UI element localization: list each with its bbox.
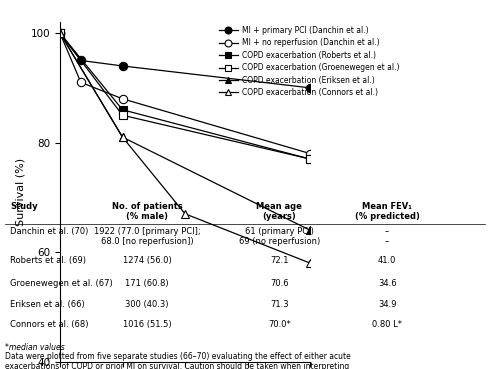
Text: –
–: – – [385, 227, 390, 246]
Text: 0.80 L*: 0.80 L* [372, 320, 402, 329]
Text: Connors et al. (68): Connors et al. (68) [10, 320, 88, 329]
MI + primary PCI (Danchin et al.) [307, 86, 313, 90]
MI + primary PCI (Danchin et al.) [78, 58, 84, 63]
Text: 1016 (51.5): 1016 (51.5) [123, 320, 172, 329]
COPD exacerbation (Connors et al.) [182, 211, 188, 216]
Line: COPD exacerbation (Roberts et al.): COPD exacerbation (Roberts et al.) [56, 29, 314, 163]
Text: Groenewegen et al. (67): Groenewegen et al. (67) [10, 279, 113, 288]
COPD exacerbation (Eriksen et al.) [120, 135, 126, 139]
Text: 34.6: 34.6 [378, 279, 396, 288]
Text: Mean FEV₁
(% predicted): Mean FEV₁ (% predicted) [355, 202, 420, 221]
COPD exacerbation (Roberts et al.) [120, 107, 126, 112]
COPD exacerbation (Eriksen et al.) [307, 228, 313, 232]
Line: COPD exacerbation (Connors et al.): COPD exacerbation (Connors et al.) [56, 29, 314, 267]
Text: Roberts et al. (69): Roberts et al. (69) [10, 256, 86, 265]
COPD exacerbation (Groenewegen et al.) [307, 157, 313, 161]
Text: 300 (40.3): 300 (40.3) [126, 300, 169, 308]
Text: 41.0: 41.0 [378, 256, 396, 265]
Text: 1922 (77.0 [primary PCI];
68.0 [no reperfusion]): 1922 (77.0 [primary PCI]; 68.0 [no reper… [94, 227, 200, 246]
Text: 171 (60.8): 171 (60.8) [126, 279, 169, 288]
Line: COPD exacerbation (Groenewegen et al.): COPD exacerbation (Groenewegen et al.) [56, 29, 314, 163]
Text: 71.3: 71.3 [270, 300, 288, 308]
COPD exacerbation (Roberts et al.) [307, 157, 313, 161]
MI + no reperfusion (Danchin et al.) [307, 151, 313, 156]
Text: *median values: *median values [5, 344, 65, 352]
Text: Eriksen et al. (66): Eriksen et al. (66) [10, 300, 85, 308]
COPD exacerbation (Connors et al.) [307, 261, 313, 265]
Line: MI + primary PCI (Danchin et al.): MI + primary PCI (Danchin et al.) [56, 29, 314, 92]
COPD exacerbation (Roberts et al.) [57, 31, 63, 35]
Legend: MI + primary PCI (Danchin et al.), MI + no reperfusion (Danchin et al.), COPD ex: MI + primary PCI (Danchin et al.), MI + … [219, 26, 399, 97]
Text: Danchin et al. (70): Danchin et al. (70) [10, 227, 88, 236]
Text: 61 (primary PCI)
69 (no reperfusion): 61 (primary PCI) 69 (no reperfusion) [239, 227, 320, 246]
Y-axis label: Survival (%): Survival (%) [15, 158, 25, 226]
Text: 1274 (56.0): 1274 (56.0) [122, 256, 172, 265]
COPD exacerbation (Connors et al.) [57, 31, 63, 35]
Text: 34.9: 34.9 [378, 300, 396, 308]
Line: MI + no reperfusion (Danchin et al.): MI + no reperfusion (Danchin et al.) [56, 29, 314, 158]
Text: 70.6: 70.6 [270, 279, 288, 288]
Text: Study: Study [10, 202, 38, 211]
COPD exacerbation (Groenewegen et al.) [57, 31, 63, 35]
Text: Data were plotted from five separate studies (66–70) evaluating the effect of ei: Data were plotted from five separate stu… [5, 352, 354, 369]
MI + no reperfusion (Danchin et al.) [78, 80, 84, 85]
Text: 70.0*: 70.0* [268, 320, 291, 329]
MI + primary PCI (Danchin et al.) [120, 64, 126, 68]
MI + primary PCI (Danchin et al.) [57, 31, 63, 35]
COPD exacerbation (Eriksen et al.) [57, 31, 63, 35]
MI + no reperfusion (Danchin et al.) [120, 97, 126, 101]
Text: 72.1: 72.1 [270, 256, 288, 265]
MI + no reperfusion (Danchin et al.) [57, 31, 63, 35]
Text: Mean age
(years): Mean age (years) [256, 202, 302, 221]
Line: COPD exacerbation (Eriksen et al.): COPD exacerbation (Eriksen et al.) [56, 29, 314, 234]
Text: No. of patients
(% male): No. of patients (% male) [112, 202, 182, 221]
COPD exacerbation (Connors et al.) [120, 135, 126, 139]
COPD exacerbation (Groenewegen et al.) [120, 113, 126, 117]
